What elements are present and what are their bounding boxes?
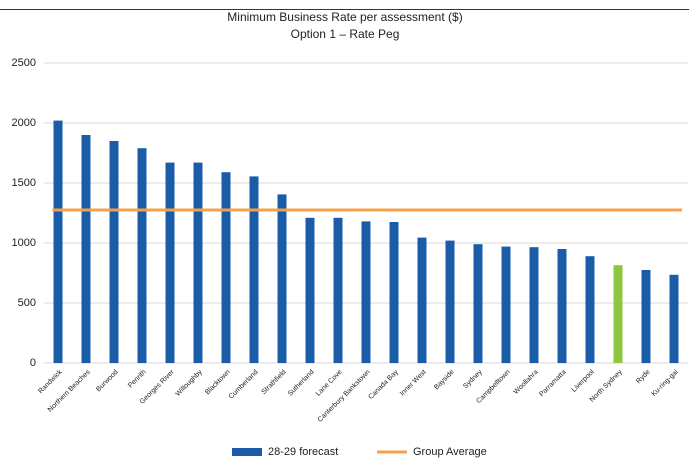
bar — [445, 240, 455, 363]
bar — [193, 162, 203, 363]
bar — [109, 141, 119, 363]
x-tick-label: Burwood — [95, 369, 120, 394]
bar — [305, 217, 315, 363]
legend-label: Group Average — [413, 446, 487, 458]
bar — [613, 265, 623, 363]
x-tick-label: Liverpool — [571, 368, 596, 393]
x-tick-label: Randwick — [37, 368, 64, 395]
chart-title: Minimum Business Rate per assessment ($) — [227, 10, 462, 24]
bar — [389, 222, 399, 363]
x-tick-label: Willoughby — [175, 368, 205, 398]
bar — [417, 237, 427, 363]
bar — [361, 221, 371, 363]
bar — [585, 256, 595, 363]
bar — [277, 194, 287, 363]
bar — [137, 148, 147, 363]
y-tick-label: 1500 — [12, 177, 36, 189]
x-tick-label: Canterbury Bankstown — [317, 369, 372, 424]
y-tick-label: 500 — [18, 297, 36, 309]
x-tick-label: Penrith — [127, 369, 148, 390]
bar — [557, 249, 567, 363]
x-tick-label: Lane Cove — [315, 369, 344, 398]
x-tick-label: Sutherland — [287, 369, 316, 398]
y-tick-label: 1000 — [12, 237, 36, 249]
x-tick-label: Strathfield — [260, 369, 287, 396]
x-tick-label: Ryde — [635, 369, 652, 386]
x-tick-label: Inner West — [399, 369, 428, 398]
x-tick-label: Sydney — [462, 368, 484, 390]
y-tick-label: 0 — [30, 357, 36, 369]
legend-label: 28-29 forecast — [268, 446, 338, 458]
x-tick-label: Blacktown — [204, 369, 232, 397]
bar — [669, 274, 679, 363]
bar — [473, 244, 483, 363]
x-tick-label: Woollahra — [513, 369, 540, 396]
bar — [53, 120, 63, 363]
bar — [529, 247, 539, 363]
x-tick-label: Ku-ring-gai — [651, 368, 680, 397]
x-tick-label: Parramatta — [538, 369, 568, 399]
bar — [81, 135, 91, 363]
x-tick-label: Cumberland — [228, 369, 260, 401]
y-tick-label: 2500 — [12, 57, 36, 69]
chart-subtitle: Option 1 – Rate Peg — [291, 27, 400, 41]
bar — [641, 270, 651, 363]
bar — [249, 176, 259, 363]
bar — [333, 217, 343, 363]
legend-swatch — [232, 448, 262, 456]
y-tick-label: 2000 — [12, 117, 36, 129]
x-tick-label: Canada Bay — [368, 368, 401, 401]
x-tick-label: Bayside — [433, 369, 456, 392]
bar — [501, 246, 511, 363]
bar — [221, 172, 231, 363]
bar — [165, 162, 175, 363]
